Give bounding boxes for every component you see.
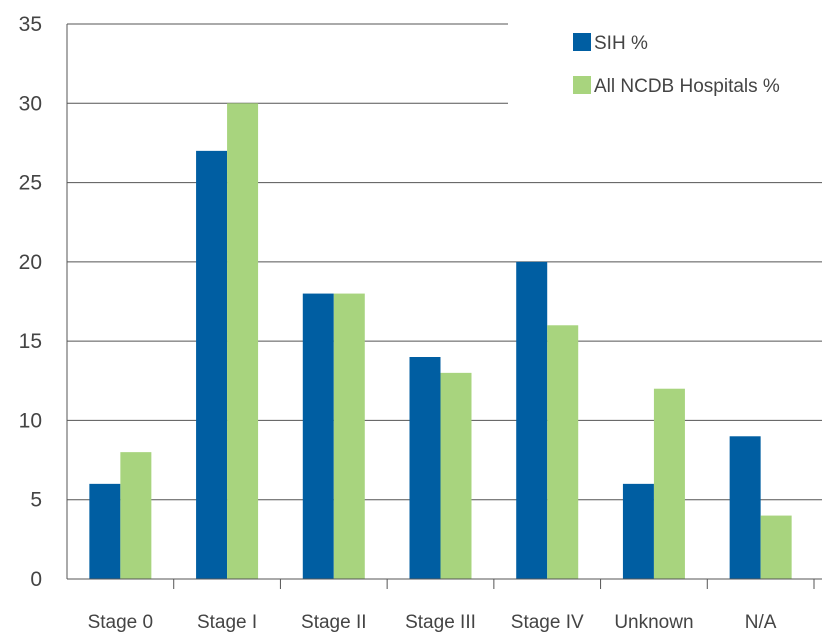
- x-tick-label: Stage IV: [511, 612, 584, 632]
- legend-swatch: [573, 76, 591, 94]
- bar-ncdb: [120, 452, 152, 579]
- y-tick-label: 5: [30, 489, 42, 512]
- bar-ncdb: [760, 515, 792, 579]
- y-tick-label: 35: [19, 13, 42, 36]
- bar-sih: [196, 150, 228, 579]
- x-tick-label: Unknown: [614, 612, 693, 632]
- legend-label: SIH %: [594, 33, 648, 54]
- y-tick-label: 30: [19, 92, 42, 115]
- legend-label: All NCDB Hospitals %: [594, 76, 780, 97]
- bar-sih: [409, 357, 441, 579]
- x-tick-label: N/A: [745, 612, 777, 632]
- legend: SIH % All NCDB Hospitals %: [573, 33, 780, 97]
- bar-sih: [729, 436, 761, 579]
- x-tick-label: Stage I: [197, 612, 257, 632]
- x-tick-label: Stage 0: [88, 612, 154, 632]
- bar-sih: [516, 261, 548, 579]
- axis-layer: 0 5 10 15 20 25 30 35 Stage 0 Stage I Stage II Stag…: [19, 13, 822, 632]
- grid-layer: [67, 23, 822, 501]
- y-tick-label: 15: [19, 330, 42, 353]
- bar-ncdb: [547, 325, 579, 579]
- bar-sih: [89, 483, 121, 579]
- x-tick-label: Stage II: [301, 612, 367, 632]
- bar-ncdb: [440, 372, 472, 579]
- bar-sih: [622, 483, 654, 579]
- y-tick-label: 20: [19, 251, 42, 274]
- y-tick-label: 0: [30, 568, 42, 591]
- bar-ncdb: [333, 293, 365, 579]
- y-tick-label: 10: [19, 409, 42, 432]
- x-tick-label: Stage III: [405, 612, 476, 632]
- legend-swatch: [573, 33, 591, 51]
- bar-sih: [302, 293, 334, 579]
- bar-ncdb: [227, 103, 259, 580]
- bar-ncdb: [653, 388, 685, 579]
- y-tick-label: 25: [19, 172, 42, 195]
- bars-layer: [89, 103, 792, 580]
